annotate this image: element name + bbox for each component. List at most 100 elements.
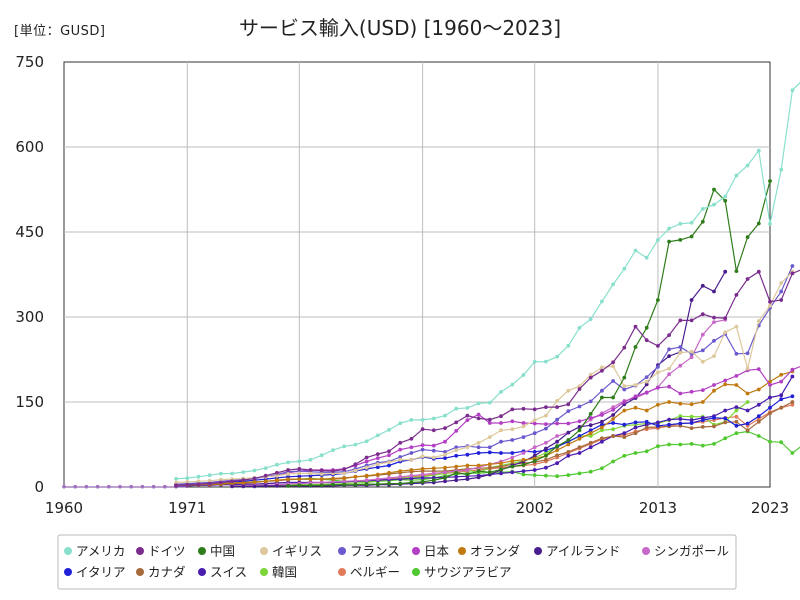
data-point	[566, 473, 571, 477]
data-point	[544, 453, 548, 458]
data-point	[600, 425, 604, 430]
data-point	[219, 480, 223, 485]
data-point	[689, 234, 694, 239]
data-point	[443, 452, 447, 457]
legend-item: 日本	[412, 544, 450, 559]
data-point	[185, 482, 190, 487]
chart-title: サービス輸入(USD) [1960〜2023]	[238, 16, 562, 40]
data-point	[745, 421, 750, 426]
y-tick-label: 600	[15, 138, 44, 156]
legend-swatch	[198, 547, 206, 555]
data-point	[656, 238, 660, 242]
data-point	[375, 433, 380, 438]
data-point	[555, 439, 559, 444]
data-point	[241, 478, 246, 483]
data-point	[689, 355, 694, 360]
data-point	[308, 457, 313, 462]
data-point	[712, 315, 716, 320]
data-point	[532, 418, 537, 422]
data-point	[756, 434, 761, 438]
data-point	[544, 446, 548, 451]
data-point	[622, 375, 627, 380]
data-point	[768, 179, 772, 183]
data-point	[532, 473, 537, 477]
data-point	[521, 472, 526, 477]
data-point	[644, 255, 649, 260]
data-point	[364, 473, 369, 478]
data-point	[476, 469, 481, 473]
data-point	[768, 439, 772, 444]
data-point	[286, 484, 290, 488]
legend-label: フランス	[350, 544, 400, 559]
data-point	[544, 473, 548, 478]
data-point	[532, 450, 537, 454]
data-point	[712, 338, 716, 343]
legend-swatch	[338, 568, 346, 576]
data-point	[712, 416, 716, 420]
data-point	[308, 468, 313, 472]
data-point	[734, 374, 739, 378]
data-point	[375, 462, 380, 467]
data-point	[600, 413, 604, 417]
legend-label: シンガポール	[654, 544, 729, 559]
data-point	[409, 473, 414, 478]
data-point	[644, 325, 649, 330]
data-point	[375, 456, 380, 460]
data-point	[678, 350, 683, 355]
data-point	[678, 417, 683, 421]
data-point	[622, 400, 627, 404]
legend-swatch	[198, 568, 206, 576]
data-point	[487, 445, 492, 450]
data-point	[219, 471, 223, 476]
data-point	[745, 428, 750, 433]
data-point	[600, 428, 604, 433]
data-point	[577, 434, 582, 438]
legend-label: サウジアラビア	[424, 565, 512, 580]
data-point	[387, 476, 391, 480]
data-point	[588, 431, 593, 436]
data-point	[342, 471, 347, 476]
data-point	[521, 451, 526, 455]
data-point	[588, 423, 593, 428]
data-point	[263, 473, 268, 478]
data-point	[712, 320, 716, 324]
data-point	[263, 479, 268, 484]
data-point	[230, 479, 235, 484]
data-point	[566, 421, 571, 426]
data-point	[510, 419, 515, 424]
data-point	[521, 406, 526, 411]
data-point	[656, 402, 660, 407]
data-point	[712, 424, 716, 429]
data-point	[700, 207, 705, 211]
data-point	[555, 434, 559, 438]
baseline-point	[73, 484, 78, 489]
data-point	[487, 421, 492, 425]
data-point	[723, 408, 728, 413]
data-point	[275, 470, 279, 475]
data-point	[387, 470, 391, 475]
legend-item: アメリカ	[64, 544, 125, 559]
data-point	[532, 459, 537, 463]
data-point	[241, 470, 246, 474]
data-point	[219, 477, 223, 482]
data-point	[454, 448, 459, 453]
data-point	[487, 462, 492, 467]
legend-item: サウジアラビア	[412, 565, 512, 580]
data-point	[622, 431, 627, 436]
data-point	[510, 455, 515, 460]
data-point	[555, 474, 559, 479]
data-point	[364, 482, 369, 487]
data-point	[633, 248, 638, 253]
data-point	[431, 455, 436, 460]
data-point	[577, 384, 582, 388]
data-point	[476, 451, 481, 455]
data-point	[331, 480, 335, 484]
baseline-point	[107, 484, 111, 489]
legend-box	[57, 534, 737, 590]
data-point	[700, 219, 705, 224]
legend-swatch	[534, 547, 542, 555]
data-point	[734, 419, 739, 424]
data-point	[465, 468, 470, 472]
data-point	[678, 421, 683, 426]
